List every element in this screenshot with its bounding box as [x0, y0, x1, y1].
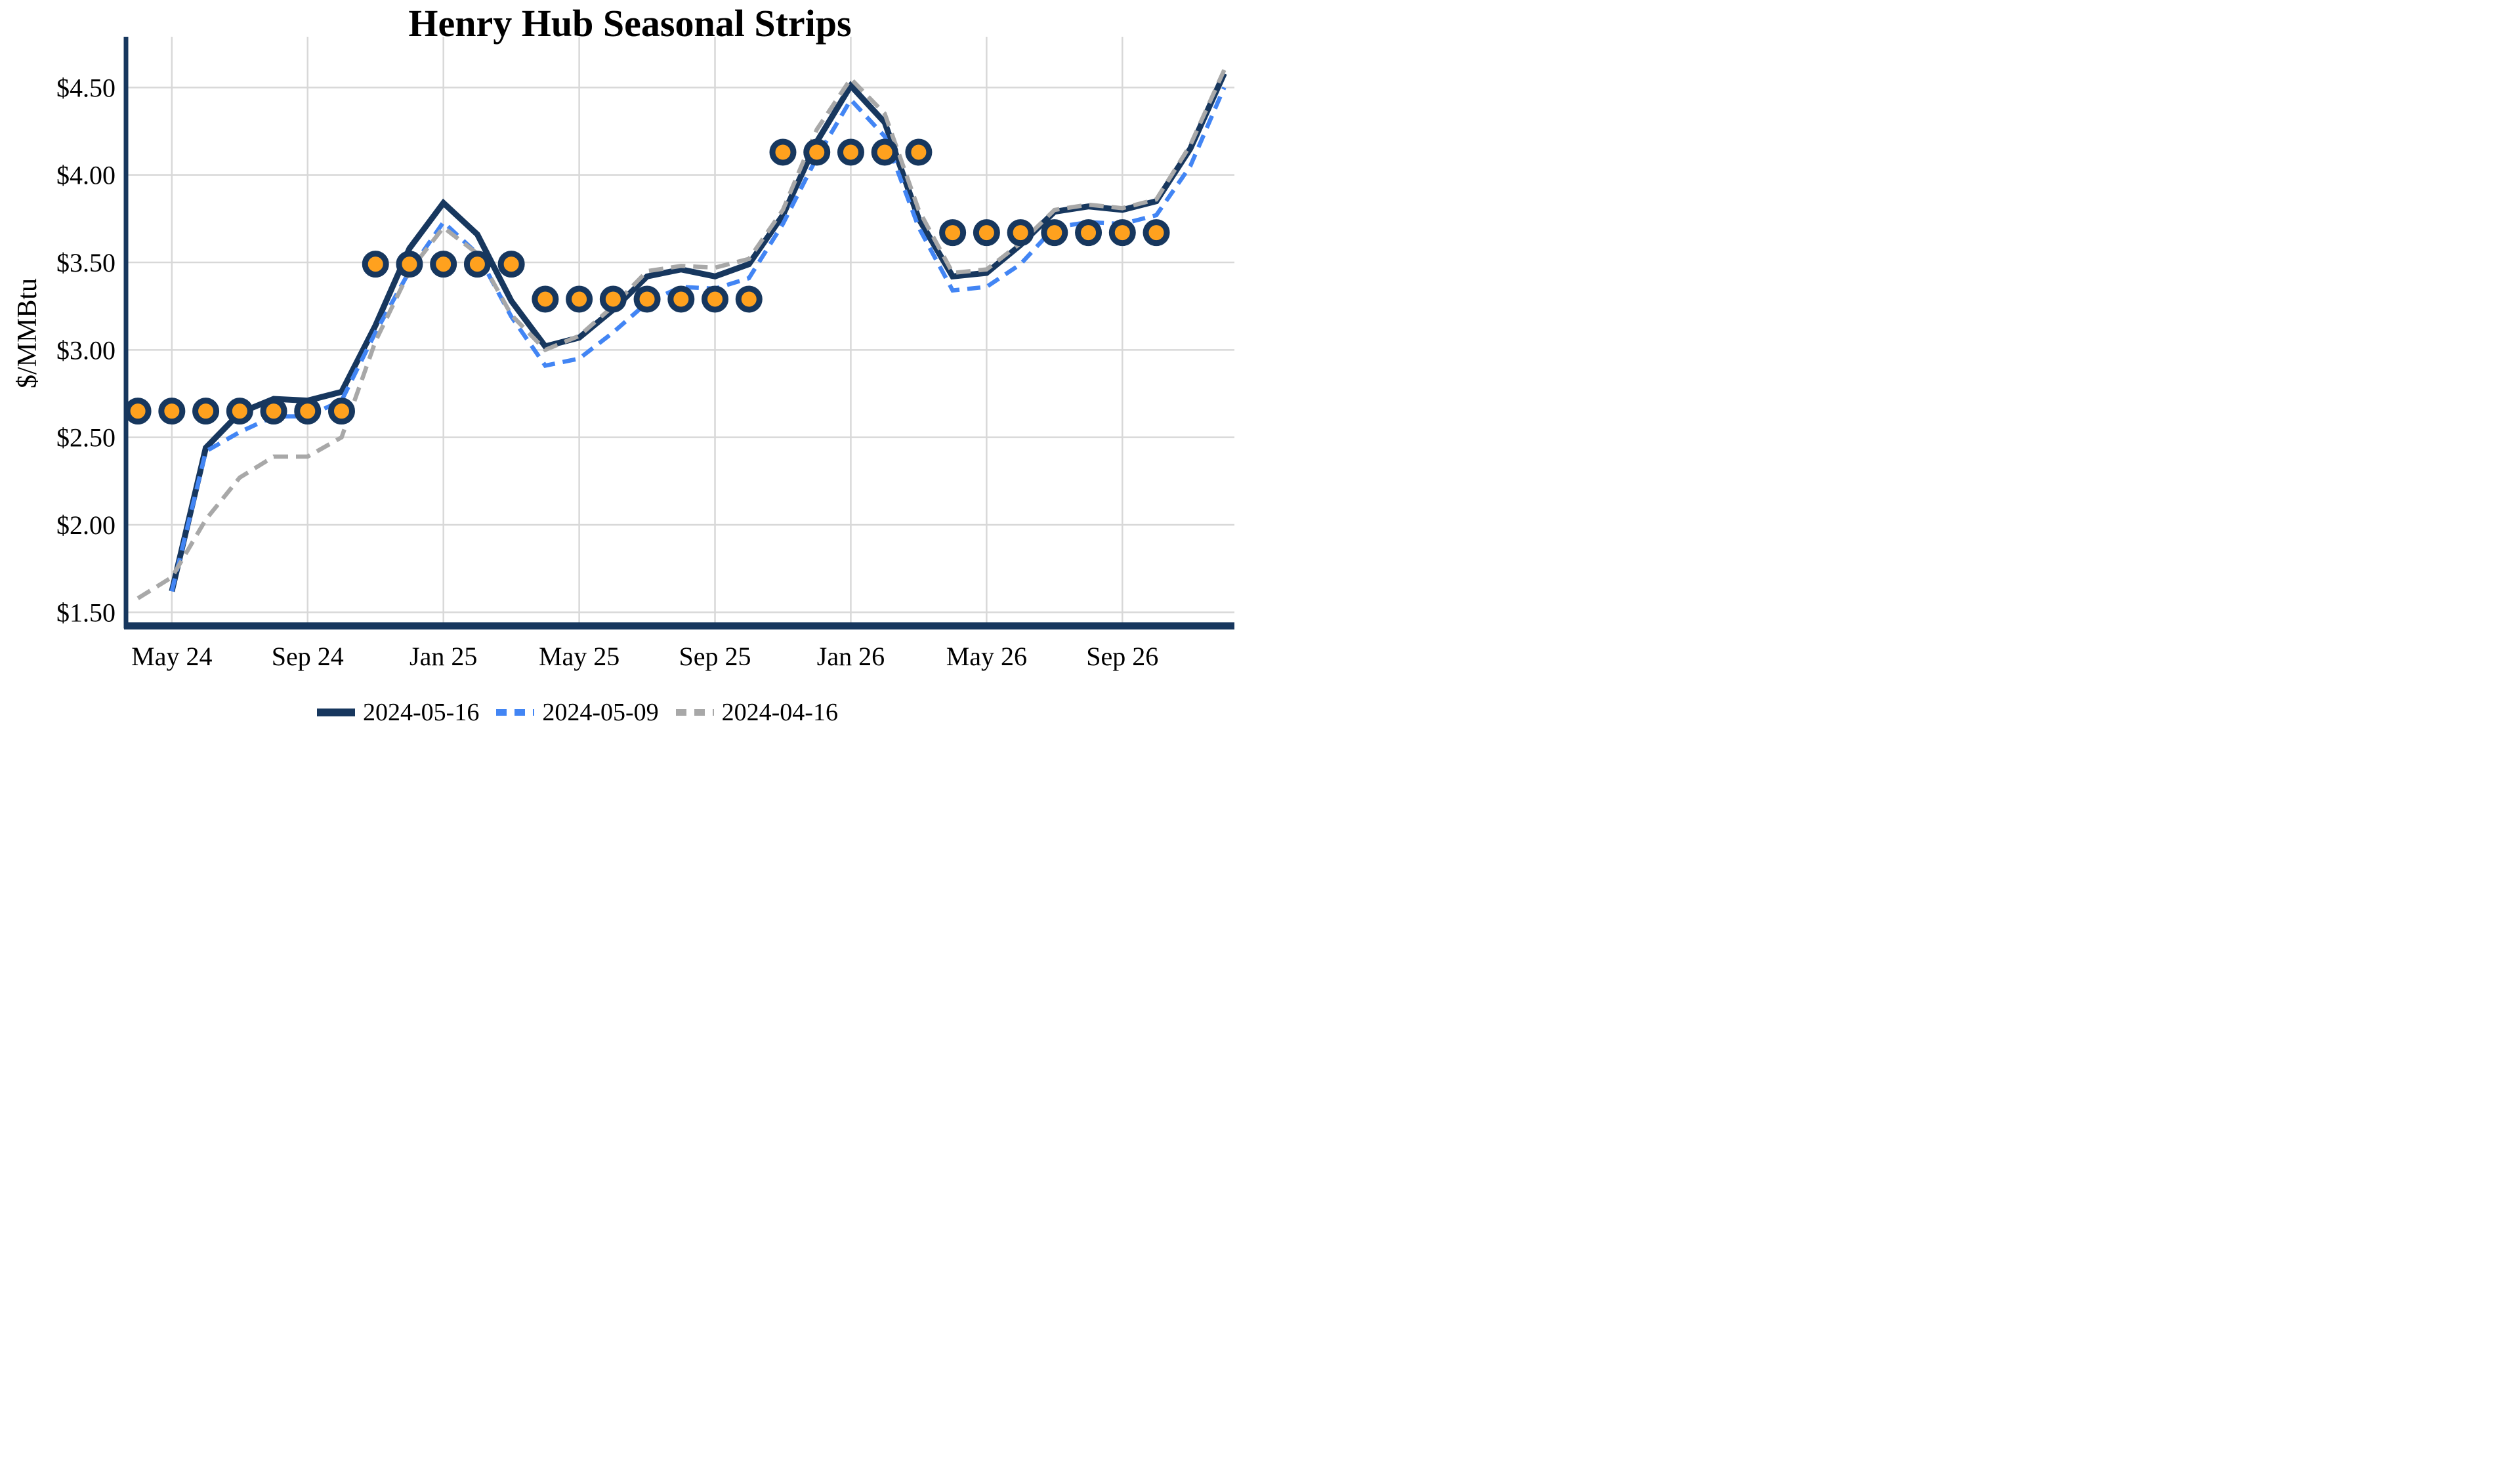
x-tick-label: May 26 — [946, 642, 1027, 671]
solid-line-swatch-icon — [317, 709, 356, 716]
summer-2026-strip-marker — [1041, 219, 1068, 247]
y-tick-label: $2.50 — [56, 423, 116, 453]
summer-2025-strip-marker — [667, 285, 695, 313]
summer-2024-strip-marker — [327, 398, 355, 425]
y-tick-label: $4.00 — [56, 161, 116, 190]
summer-2025-strip-marker — [599, 285, 627, 313]
summer-2026-strip-marker — [1143, 219, 1170, 247]
legend-label: 2024-04-16 — [721, 699, 838, 726]
winter-2024-25-strip-marker — [497, 251, 525, 278]
summer-2026-strip-marker — [1075, 219, 1102, 247]
legend-label: 2024-05-16 — [363, 699, 480, 726]
plot-area: $1.50 $2.00 $2.50 $3.00 $3.50 $4.00 $4.50 May 2… — [56, 37, 1234, 671]
y-tick-label: $4.50 — [56, 73, 116, 102]
x-tick-label: Jan 25 — [410, 642, 477, 671]
x-tick-label: May 25 — [539, 642, 620, 671]
winter-2025-26-strip-marker — [837, 138, 864, 166]
legend: 2024-05-16 2024-05-09 2024-04-16 — [0, 698, 1155, 727]
y-tick-label: $2.00 — [56, 510, 116, 540]
summer-2025-strip-marker — [633, 285, 661, 313]
summer-2025-strip-marker — [702, 285, 729, 313]
summer-2024-strip-marker — [192, 398, 220, 425]
dashed-line-swatch-icon — [675, 709, 714, 716]
winter-2024-25-strip-marker — [362, 251, 389, 278]
summer-2024-strip-marker — [294, 398, 322, 425]
winter-2024-25-strip-marker — [396, 251, 423, 278]
summer-2024-strip-marker — [226, 398, 253, 425]
y-tick-label: $3.50 — [56, 248, 116, 278]
summer-2026-strip-marker — [939, 219, 967, 247]
summer-2026-strip-marker — [973, 219, 1000, 247]
legend-item-2024-04-16: 2024-04-16 — [675, 698, 838, 727]
summer-2025-strip-marker — [532, 285, 559, 313]
chart: $1.50 $2.00 $2.50 $3.00 $3.50 $4.00 $4.50 May 2… — [0, 0, 1260, 740]
series-line-2024-05-09 — [169, 87, 1227, 592]
x-tick-label: Jan 26 — [817, 642, 885, 671]
summer-2026-strip-marker — [1007, 219, 1034, 247]
winter-2024-25-strip-marker — [430, 251, 457, 278]
x-tick-label: Sep 26 — [1086, 642, 1158, 671]
summer-2024-strip-marker — [260, 398, 287, 425]
summer-2025-strip-marker — [566, 285, 593, 313]
winter-2025-26-strip-marker — [769, 138, 797, 166]
legend-item-2024-05-16: 2024-05-16 — [317, 698, 479, 727]
x-tick-label: May 24 — [131, 642, 212, 671]
series-line-2024-05-16 — [169, 72, 1227, 592]
dashed-line-swatch-icon — [496, 709, 535, 716]
legend-item-2024-05-09: 2024-05-09 — [496, 698, 659, 727]
summer-2024-strip-marker — [124, 398, 152, 425]
series-line-2024-04-16 — [136, 69, 1227, 600]
y-axis-title: $/MMBtu — [12, 278, 43, 389]
winter-2025-26-strip-marker — [803, 138, 831, 166]
winter-2025-26-strip-marker — [871, 138, 898, 166]
summer-2025-strip-marker — [735, 285, 763, 313]
y-tick-label: $3.00 — [56, 335, 116, 365]
chart-title: Henry Hub Seasonal Strips — [408, 2, 852, 45]
winter-2025-26-strip-marker — [905, 138, 933, 166]
x-tick-label: Sep 24 — [272, 642, 344, 671]
y-tick-label: $1.50 — [56, 598, 116, 627]
summer-2024-strip-marker — [158, 398, 186, 425]
legend-label: 2024-05-09 — [542, 699, 659, 726]
x-tick-label: Sep 25 — [679, 642, 751, 671]
winter-2024-25-strip-marker — [463, 251, 491, 278]
summer-2026-strip-marker — [1108, 219, 1136, 247]
